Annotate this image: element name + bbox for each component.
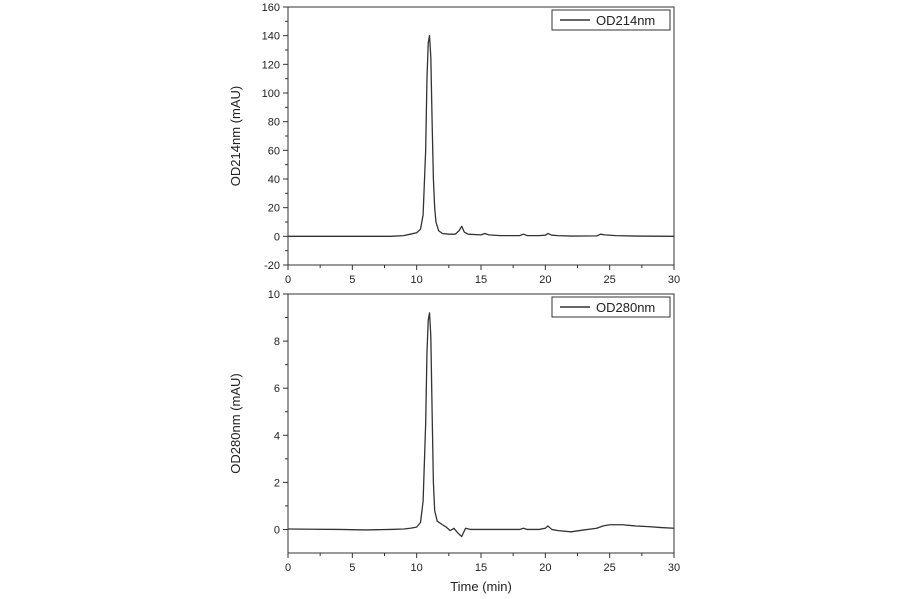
top-y-tick-label: 140 (262, 31, 280, 43)
bottom-series-line-1 (287, 312, 675, 538)
top-y-tick-label: 40 (268, 174, 280, 186)
bottom-plot-frame (287, 293, 675, 554)
bottom-x-tick-label: 15 (475, 562, 487, 574)
top-y-tick-label: 0 (274, 231, 280, 243)
top-series-line-1 (288, 35, 675, 237)
bottom-y-tick-label: 6 (274, 383, 280, 395)
top-x-tick-label: 20 (539, 274, 551, 286)
top-y-tick-label: -20 (264, 260, 280, 272)
top-x-tick-label: 5 (349, 274, 355, 286)
top-y-tick-label: 120 (262, 59, 280, 71)
bottom-x-tick-label: 20 (539, 562, 551, 574)
bottom-x-tick-label: 30 (668, 562, 680, 574)
top-y-tick-label: 80 (268, 117, 280, 129)
top-legend-label: OD214nm (596, 13, 655, 28)
bottom-x-tick-label: 25 (604, 562, 616, 574)
bottom-legend-label: OD280nm (596, 300, 655, 315)
top-plot-frame (287, 6, 675, 266)
bottom-y-tick-label: 0 (274, 524, 280, 536)
bottom-x-tick-label: 10 (411, 562, 423, 574)
top-y-tick-label: 20 (268, 203, 280, 215)
bottom-y-tick-label: 4 (274, 430, 280, 442)
bottom-y-axis-title: OD280nm (mAU) (228, 373, 243, 473)
bottom-y-tick-label: 10 (268, 289, 280, 301)
bottom-y-tick-label: 8 (274, 336, 280, 348)
top-x-tick-label: 0 (285, 274, 291, 286)
top-y-tick-label: 160 (262, 2, 280, 14)
top-x-tick-label: 15 (475, 274, 487, 286)
bottom-legend-box (551, 296, 671, 318)
top-x-tick-label: 25 (604, 274, 616, 286)
top-legend-box (551, 9, 671, 31)
bottom-x-axis-title: Time (min) (450, 579, 512, 594)
bottom-y-tick-label: 2 (274, 477, 280, 489)
top-y-tick-label: 100 (262, 88, 280, 100)
top-y-axis-title: OD214nm (mAU) (228, 86, 243, 186)
top-x-tick-label: 10 (411, 274, 423, 286)
top-y-tick-label: 60 (268, 145, 280, 157)
bottom-x-tick-label: 0 (285, 562, 291, 574)
bottom-x-tick-label: 5 (349, 562, 355, 574)
top-x-tick-label: 30 (668, 274, 680, 286)
